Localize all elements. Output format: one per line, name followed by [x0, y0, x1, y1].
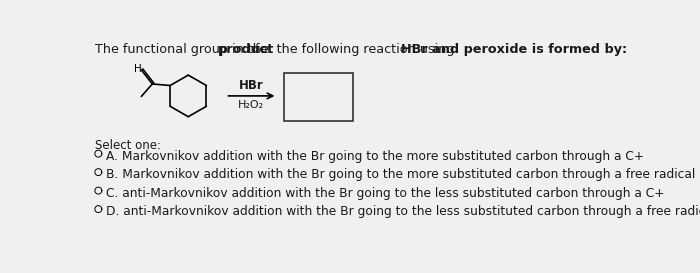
Bar: [284, 73, 354, 121]
Text: Select one:: Select one:: [95, 139, 161, 152]
Text: H: H: [134, 64, 141, 74]
Text: for the following reaction using: for the following reaction using: [251, 43, 459, 56]
Text: HBr: HBr: [239, 79, 264, 92]
Text: C. anti-Markovnikov addition with the Br going to the less substituted carbon th: C. anti-Markovnikov addition with the Br…: [106, 187, 664, 200]
Text: A. Markovnikov addition with the Br going to the more substituted carbon through: A. Markovnikov addition with the Br goin…: [106, 150, 644, 163]
Text: The functional group in the: The functional group in the: [95, 43, 273, 56]
Text: B. Markovnikov addition with the Br going to the more substituted carbon through: B. Markovnikov addition with the Br goin…: [106, 168, 695, 181]
Text: H₂O₂: H₂O₂: [238, 100, 265, 110]
Text: product: product: [218, 43, 274, 56]
Text: HBr and peroxide is formed by:: HBr and peroxide is formed by:: [400, 43, 626, 56]
Text: D. anti-Markovnikov addition with the Br going to the less substituted carbon th: D. anti-Markovnikov addition with the Br…: [106, 205, 700, 218]
